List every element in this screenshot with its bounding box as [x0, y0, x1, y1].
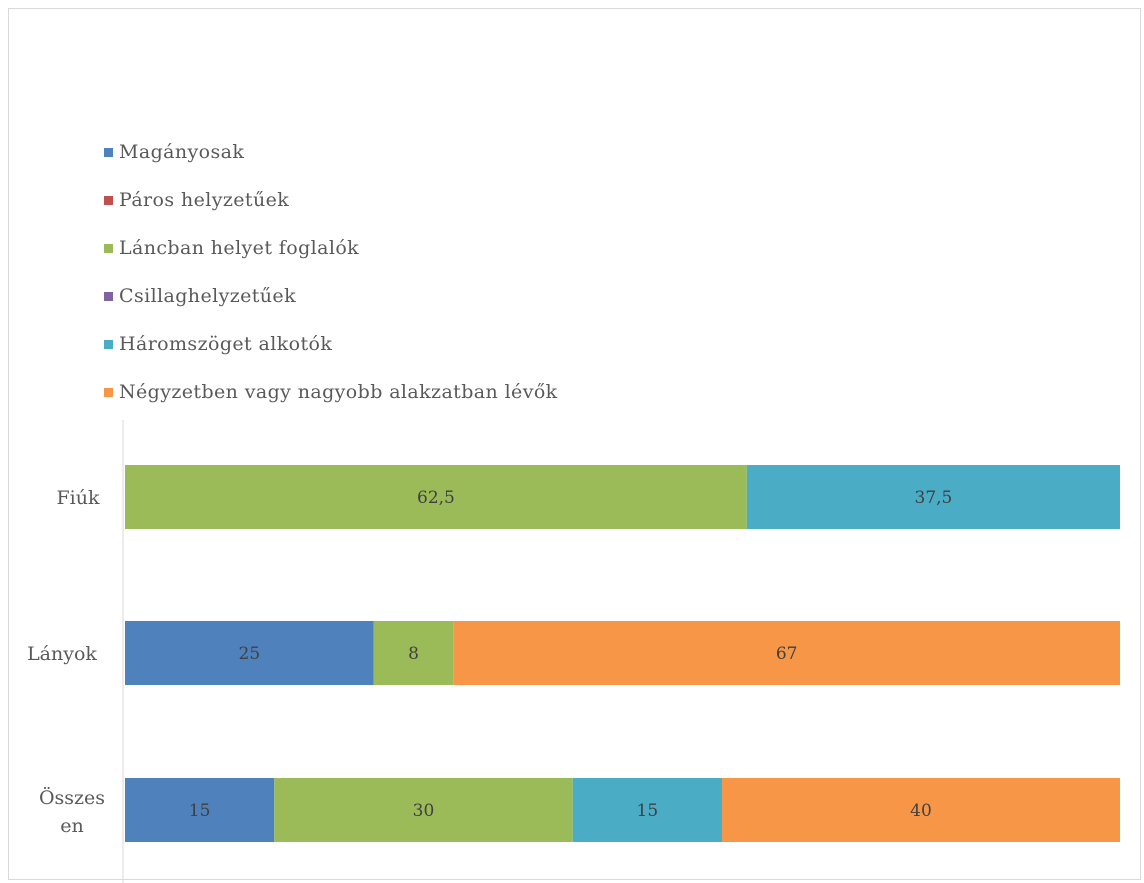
- bar-segment: [572, 778, 722, 842]
- bar-segment: [274, 778, 573, 842]
- legend-swatch: [104, 243, 113, 253]
- bar-segment: [453, 621, 1121, 685]
- chart-frame: [8, 8, 1141, 880]
- bar-segment: [373, 621, 454, 685]
- data-label: 8: [408, 644, 419, 664]
- legend-swatch: [104, 147, 113, 157]
- legend-label: Csillaghelyzetűek: [119, 285, 296, 307]
- data-label: 30: [413, 801, 435, 821]
- legend-label: Láncban helyet foglalók: [119, 237, 360, 259]
- bar-segment: [125, 465, 747, 529]
- bar-segment: [722, 778, 1120, 842]
- category-label: Összes en: [39, 786, 105, 837]
- legend-item: Páros helyzetűek: [104, 176, 558, 224]
- legend-label: Magányosak: [119, 141, 245, 163]
- bar-segment: [746, 465, 1120, 529]
- legend-swatch: [104, 291, 113, 301]
- category-label: Lányok: [27, 643, 97, 665]
- data-label: 15: [189, 801, 211, 821]
- chart-legend: Magányosak Páros helyzetűek Láncban helyet…: [104, 128, 558, 416]
- bar-segment: [125, 778, 275, 842]
- data-label: 67: [776, 644, 798, 664]
- data-label: 25: [239, 644, 261, 664]
- category-label: Fiúk: [56, 487, 99, 509]
- legend-swatch: [104, 195, 113, 205]
- legend-label: Négyzetben vagy nagyobb alakzatban lévők: [119, 381, 558, 403]
- legend-item: Csillaghelyzetűek: [104, 272, 558, 320]
- bar-segment: [125, 621, 374, 685]
- legend-item: Láncban helyet foglalók: [104, 224, 558, 272]
- data-label: 62,5: [417, 488, 455, 508]
- legend-item: Háromszöget alkotók: [104, 320, 558, 368]
- legend-swatch: [104, 339, 113, 349]
- legend-item: Magányosak: [104, 128, 558, 176]
- legend-swatch: [104, 387, 113, 397]
- legend-label: Háromszöget alkotók: [119, 333, 333, 355]
- data-label: 15: [637, 801, 659, 821]
- data-label: 37,5: [915, 488, 953, 508]
- legend-item: Négyzetben vagy nagyobb alakzatban lévők: [104, 368, 558, 416]
- legend-label: Páros helyzetűek: [119, 189, 290, 211]
- data-label: 40: [910, 801, 932, 821]
